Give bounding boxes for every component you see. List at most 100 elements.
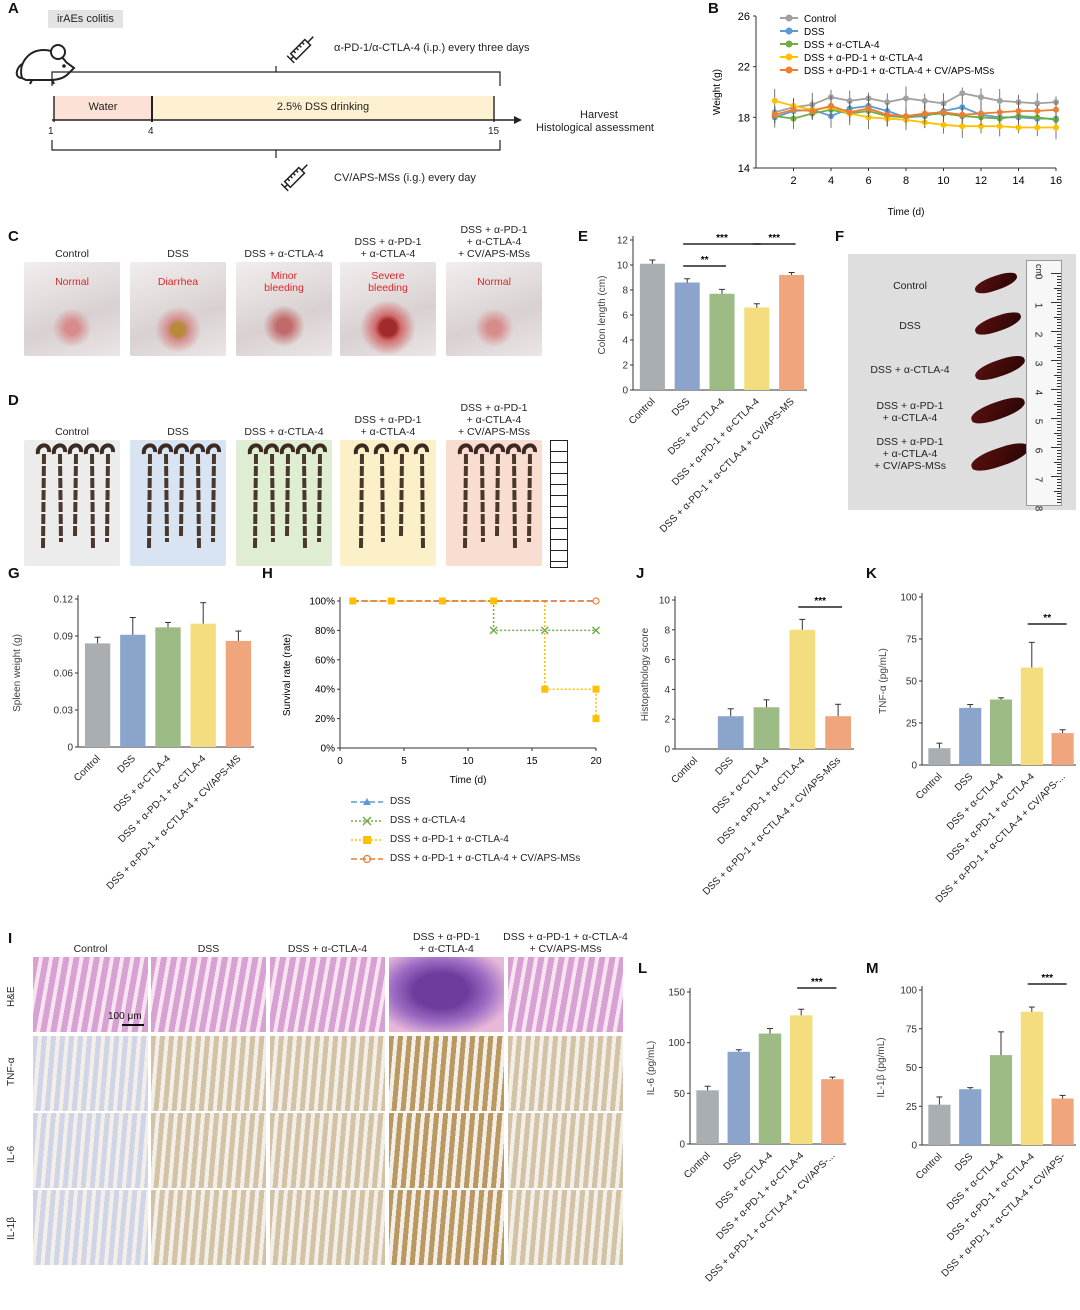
bar bbox=[928, 748, 951, 765]
bar bbox=[744, 307, 770, 390]
x-tick-label: DSS + α-PD-1 + α-CTLA-4 + CV/APS-MSs bbox=[701, 755, 843, 897]
ruler-mark bbox=[1057, 342, 1061, 344]
significance-label: ** bbox=[701, 255, 709, 266]
bar bbox=[190, 623, 216, 747]
legend-label: DSS + α-CTLA-4 bbox=[390, 815, 466, 826]
ruler-mark bbox=[1057, 464, 1061, 466]
x-tick-label: 6 bbox=[865, 175, 871, 187]
ruler-mark bbox=[1057, 339, 1061, 341]
data-point bbox=[349, 597, 357, 605]
ruler-mark bbox=[1057, 365, 1061, 367]
histology-tile bbox=[508, 1190, 623, 1265]
bar bbox=[989, 699, 1013, 765]
y-tick-label: 75 bbox=[906, 635, 918, 646]
x-tick-label: DSS + α-PD-1 + α-CTLA-4 + CV/APS-MS bbox=[105, 753, 244, 892]
y-tick-label: 40% bbox=[315, 685, 335, 696]
perianal-photo bbox=[24, 262, 120, 356]
x-tick-label: DSS + α-CTLA-4 bbox=[714, 1150, 775, 1211]
bar bbox=[1020, 1011, 1043, 1145]
bar bbox=[727, 1051, 751, 1144]
ruler-mark bbox=[1057, 368, 1061, 370]
y-tick-label: 6 bbox=[622, 311, 628, 322]
bar bbox=[758, 1033, 782, 1144]
panel-c: Control DSS DSS + α-CTLA-4 DSS + α-PD-1 + α… bbox=[0, 224, 560, 388]
data-point bbox=[903, 95, 909, 102]
legend-label: DSS + α-PD-1 + α-CTLA-4 + CV/APS-MSs bbox=[390, 853, 581, 864]
y-axis-label: TNF-α (pg/mL) bbox=[878, 648, 889, 714]
x-tick-label: 10 bbox=[462, 756, 474, 767]
data-point bbox=[438, 597, 446, 605]
data-point bbox=[996, 109, 1003, 116]
perianal-photo bbox=[446, 262, 542, 356]
y-tick-label: 75 bbox=[906, 1024, 918, 1035]
ruler-mark bbox=[1057, 467, 1061, 469]
bar bbox=[674, 282, 700, 390]
x-tick-label: 10 bbox=[937, 175, 949, 187]
ruler-mark bbox=[1051, 418, 1061, 419]
photo-title-d: DSS bbox=[167, 426, 189, 438]
y-axis-label: IL-6 (pg/mL) bbox=[646, 1041, 657, 1095]
ruler-mark bbox=[1057, 496, 1061, 498]
ruler: cm 0 1 2 3 4 5 6 7 8 bbox=[1026, 260, 1062, 511]
y-axis-label: Weight (g) bbox=[712, 69, 723, 115]
perianal-photo bbox=[340, 262, 436, 356]
ruler-mark bbox=[1057, 281, 1061, 283]
y-tick-label: 0.06 bbox=[54, 669, 74, 680]
stain-row-label: IL-1β bbox=[6, 1216, 17, 1240]
ruler-mark bbox=[1057, 383, 1061, 385]
data-point bbox=[1053, 124, 1059, 131]
data-point bbox=[591, 626, 601, 635]
data-point bbox=[771, 97, 778, 104]
series-line bbox=[774, 104, 1057, 117]
survival-curve bbox=[352, 600, 597, 719]
histology-tile bbox=[270, 1113, 385, 1188]
x-tick-label: DSS + α-CTLA-4 bbox=[945, 771, 1006, 832]
tick-day1: 1 bbox=[48, 126, 54, 137]
y-tick-label: 14 bbox=[738, 163, 750, 175]
bar bbox=[821, 1079, 844, 1144]
y-tick-label: 4 bbox=[664, 685, 670, 696]
spleen-label: Control bbox=[893, 280, 927, 292]
x-tick-label: DSS bbox=[670, 396, 693, 419]
ruler-mark bbox=[1057, 275, 1061, 277]
data-point bbox=[978, 94, 984, 101]
x-tick-label: DSS bbox=[714, 755, 737, 778]
legend-swatch bbox=[351, 854, 383, 863]
bar bbox=[120, 634, 146, 747]
data-point bbox=[1034, 124, 1041, 131]
y-tick-label: 2 bbox=[622, 361, 628, 372]
histology-tile bbox=[151, 1036, 266, 1111]
panel-f-spleens: Control DSS DSS + α-CTLA-4 DSS + α-PD-1 + α… bbox=[848, 254, 1076, 511]
y-tick-label: 26 bbox=[738, 11, 750, 23]
x-tick-label: Control bbox=[914, 1151, 945, 1182]
significance-label: *** bbox=[811, 977, 823, 988]
ruler-mark bbox=[1057, 502, 1061, 504]
data-point bbox=[846, 97, 853, 104]
ruler-mark bbox=[1057, 420, 1061, 422]
bar bbox=[789, 629, 816, 749]
histology-tile bbox=[508, 957, 623, 1032]
y-tick-label: 0 bbox=[911, 1141, 917, 1152]
photo-title-d: DSS + α-PD-1 + α-CTLA-4 bbox=[354, 414, 422, 438]
histology-tile bbox=[33, 1036, 148, 1111]
bar bbox=[959, 707, 982, 765]
x-tick-label: DSS bbox=[116, 753, 139, 776]
histology-title: DSS + α-PD-1 + α-CTLA-4 bbox=[412, 931, 481, 955]
data-point bbox=[541, 685, 549, 693]
ruler-mark bbox=[1057, 400, 1061, 402]
histology-title: DSS bbox=[197, 943, 220, 955]
x-tick-label: 0 bbox=[337, 756, 343, 767]
condition-note: Minor bleeding bbox=[264, 270, 304, 294]
x-tick-label: 16 bbox=[1050, 175, 1062, 187]
stain-row-label: H&E bbox=[6, 985, 17, 1007]
water-label: Water bbox=[88, 101, 118, 113]
histology-title: Control bbox=[73, 943, 108, 955]
legend-label: DSS bbox=[390, 796, 411, 807]
data-point bbox=[921, 97, 928, 104]
y-tick-label: 4 bbox=[622, 336, 628, 347]
x-tick-label: 4 bbox=[828, 175, 834, 187]
ruler-mark bbox=[1057, 284, 1061, 286]
condition-note: Normal bbox=[477, 276, 511, 288]
data-point bbox=[959, 90, 966, 97]
ruler-mark bbox=[1054, 432, 1061, 434]
